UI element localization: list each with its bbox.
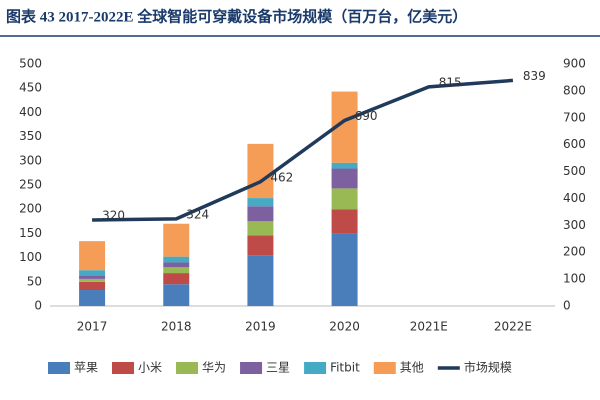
legend-swatch bbox=[373, 362, 396, 374]
x-tick-label: 2021E bbox=[410, 320, 448, 334]
bar-segment bbox=[247, 255, 274, 306]
data-label: 839 bbox=[523, 69, 546, 83]
y-tick-label: 400 bbox=[19, 105, 42, 119]
bar-segment bbox=[79, 290, 106, 306]
y-tick-label: 300 bbox=[19, 153, 42, 167]
y2-tick-label: 600 bbox=[563, 137, 586, 151]
bar-segment bbox=[79, 275, 106, 279]
data-label: 324 bbox=[186, 207, 209, 221]
bar-segment bbox=[331, 188, 358, 210]
y-tick-label: 150 bbox=[19, 226, 42, 240]
bar-segment bbox=[247, 198, 274, 207]
legend-swatch bbox=[112, 362, 135, 374]
legend-label: 市场规模 bbox=[464, 360, 512, 375]
x-tick-label: 2019 bbox=[245, 320, 276, 334]
data-label: 462 bbox=[270, 170, 293, 184]
y-tick-label: 100 bbox=[19, 250, 42, 264]
legend-swatch bbox=[176, 362, 199, 374]
bar-segment bbox=[247, 206, 274, 222]
chart-title: 图表 43 2017-2022E 全球智能可穿戴设备市场规模（百万台，亿美元） bbox=[6, 7, 467, 25]
legend-swatch bbox=[304, 362, 327, 374]
bar-segment bbox=[331, 162, 358, 169]
legend-label: 小米 bbox=[138, 361, 162, 375]
bar-segment bbox=[247, 235, 274, 256]
bar-segment bbox=[79, 278, 106, 282]
x-tick-label: 2022E bbox=[494, 320, 532, 334]
legend-label: 其他 bbox=[400, 361, 424, 375]
y2-tick-label: 300 bbox=[563, 218, 586, 232]
bar-segment bbox=[79, 281, 106, 291]
legend-label: 华为 bbox=[202, 361, 226, 375]
y-tick-label: 350 bbox=[19, 129, 42, 143]
y2-tick-label: 800 bbox=[563, 83, 586, 97]
bar-segment bbox=[331, 209, 358, 234]
bar-segment bbox=[163, 267, 190, 274]
y-tick-label: 250 bbox=[19, 178, 42, 192]
x-tick-label: 2018 bbox=[161, 320, 192, 334]
y2-tick-label: 100 bbox=[563, 272, 586, 286]
legend-swatch bbox=[48, 362, 70, 374]
line bbox=[92, 78, 514, 222]
data-label: 815 bbox=[439, 75, 462, 89]
data-label: 320 bbox=[102, 208, 125, 222]
y-tick-label: 50 bbox=[27, 274, 42, 288]
legend-label: 苹果 bbox=[74, 361, 98, 375]
y2-tick-label: 500 bbox=[563, 164, 586, 178]
y-tick-label: 0 bbox=[34, 299, 42, 313]
bar-segment bbox=[79, 241, 106, 271]
y2-tick-label: 400 bbox=[563, 191, 586, 205]
bar-segment bbox=[331, 168, 358, 189]
y-tick-label: 500 bbox=[19, 57, 42, 71]
data-label: 690 bbox=[355, 109, 378, 123]
bar-segment bbox=[163, 284, 190, 306]
bar-segment bbox=[163, 273, 190, 285]
y-tick-label: 450 bbox=[19, 81, 42, 95]
x-tick-label: 2020 bbox=[329, 320, 360, 334]
y2-tick-label: 0 bbox=[563, 299, 571, 313]
bar-segment bbox=[331, 233, 358, 306]
bar-segment bbox=[163, 223, 190, 257]
bar-segment bbox=[247, 221, 274, 236]
legend-label: 三星 bbox=[266, 361, 290, 375]
legend-swatch bbox=[240, 362, 263, 374]
bar-segment bbox=[79, 270, 106, 276]
bar-segment bbox=[163, 256, 190, 263]
y2-tick-label: 900 bbox=[563, 57, 586, 71]
y2-tick-label: 200 bbox=[563, 245, 586, 259]
y-tick-label: 200 bbox=[19, 202, 42, 216]
bar-segment bbox=[247, 143, 274, 199]
y2-tick-label: 700 bbox=[563, 110, 586, 124]
bar-segment bbox=[163, 262, 190, 268]
x-tick-label: 2017 bbox=[77, 320, 108, 334]
legend-label: Fitbit bbox=[330, 361, 360, 375]
